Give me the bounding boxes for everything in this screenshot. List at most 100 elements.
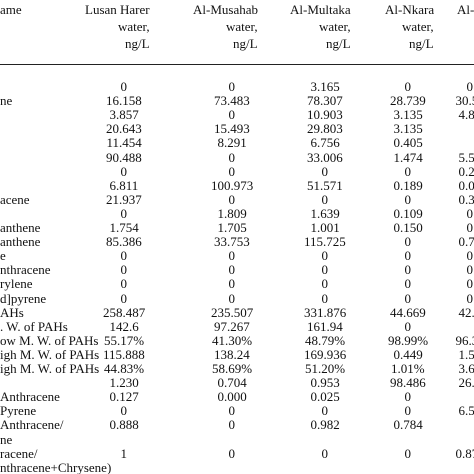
table-cell: 26.7 bbox=[458, 375, 474, 391]
table-cell: 8.291 bbox=[217, 135, 247, 151]
row-label: nthracene+Chrysene) bbox=[0, 459, 112, 474]
table-cell: 0 bbox=[404, 234, 412, 250]
table-cell: 115.888 bbox=[103, 346, 145, 362]
row-label: acene bbox=[0, 191, 30, 207]
column-header: ng/L bbox=[409, 36, 434, 51]
table-cell: 0 bbox=[228, 290, 236, 306]
table-cell: 97.267 bbox=[214, 318, 250, 334]
column-header: ame bbox=[0, 2, 22, 17]
table-cell: 0 bbox=[321, 248, 329, 264]
header-rule bbox=[0, 64, 474, 65]
row-label: ow M. W. of PAHs bbox=[0, 332, 99, 348]
table-cell: 0.33 bbox=[458, 191, 474, 207]
table-cell: 0 bbox=[466, 290, 474, 306]
table-cell: 0 bbox=[120, 262, 128, 278]
table-cell: 55.17% bbox=[104, 332, 145, 348]
table-cell: 0 bbox=[404, 276, 412, 292]
column-header: water, bbox=[226, 19, 258, 34]
table-cell: 48.79% bbox=[305, 332, 346, 348]
table-cell: 33.006 bbox=[307, 149, 343, 165]
row-label: rylene bbox=[0, 276, 33, 292]
table-cell: 0 bbox=[404, 290, 412, 306]
table-cell: 0 bbox=[120, 163, 128, 179]
table-cell: 0 bbox=[321, 403, 329, 419]
table-cell: 1.474 bbox=[393, 149, 423, 165]
table-cell: 1.230 bbox=[109, 375, 139, 391]
table-cell: 3.857 bbox=[109, 107, 139, 123]
table-cell: 3.135 bbox=[393, 107, 423, 123]
table-cell: 0.000 bbox=[217, 389, 247, 405]
column-header: ng/L bbox=[125, 36, 150, 51]
table-cell: 1.809 bbox=[217, 205, 247, 221]
table-cell: 16.158 bbox=[106, 93, 142, 109]
table-cell: 0 bbox=[228, 149, 236, 165]
row-label: racene/ bbox=[0, 445, 38, 461]
row-label: d]pyrene bbox=[0, 290, 47, 306]
table-cell: 42.8 bbox=[458, 304, 474, 320]
table-cell: 51.20% bbox=[305, 361, 346, 376]
table-cell: 30.50 bbox=[455, 93, 474, 109]
table-cell: 20.643 bbox=[106, 121, 142, 137]
table-cell: 1 bbox=[120, 445, 128, 461]
column-header: Lusan Harer bbox=[85, 2, 150, 17]
row-label: Pyrene bbox=[0, 403, 37, 419]
table-cell: 1.705 bbox=[217, 220, 247, 235]
row-label: Anthracene bbox=[0, 389, 60, 405]
table-cell: 0.982 bbox=[310, 417, 340, 433]
column-header: ng/L bbox=[326, 36, 351, 51]
row-label: ne bbox=[0, 431, 13, 447]
column-header: Al-Musahab bbox=[193, 2, 258, 17]
row-label: . W. of PAHs bbox=[0, 318, 68, 334]
column-header: water, bbox=[319, 19, 351, 34]
table-cell: 33.753 bbox=[214, 234, 250, 250]
row-label: nthracene bbox=[0, 262, 51, 278]
table-cell: 0 bbox=[466, 248, 474, 264]
table-cell: 0 bbox=[120, 248, 128, 264]
table-cell: 0 bbox=[321, 276, 329, 292]
table-cell: 0.953 bbox=[310, 375, 340, 391]
table-cell: 115.725 bbox=[304, 234, 346, 250]
column-header: Al-B bbox=[457, 2, 474, 17]
table-cell: 21.937 bbox=[106, 191, 142, 207]
table-cell: 169.936 bbox=[304, 346, 347, 362]
table-cell: 4.86 bbox=[458, 107, 474, 123]
table-cell: 58.69% bbox=[212, 361, 253, 376]
table-cell: 0 bbox=[228, 248, 236, 264]
table-cell: 0 bbox=[404, 445, 412, 461]
table-cell: 1.639 bbox=[310, 205, 340, 221]
table-cell: 0 bbox=[404, 248, 412, 264]
table-cell: 6.756 bbox=[310, 135, 340, 151]
table-cell: 142.6 bbox=[109, 318, 139, 334]
table-cell: 0 bbox=[228, 107, 236, 123]
table-cell: 0 bbox=[228, 191, 236, 207]
table-cell: 0.888 bbox=[109, 417, 139, 433]
table-cell: 5.50 bbox=[458, 149, 474, 165]
table-cell: 0 bbox=[404, 262, 412, 278]
column-header: water, bbox=[402, 19, 434, 34]
table-cell: 235.507 bbox=[211, 304, 254, 320]
table-cell: 0 bbox=[466, 220, 474, 235]
table-cell: 73.483 bbox=[214, 93, 250, 109]
table-cell: 44.669 bbox=[390, 304, 426, 320]
row-label: igh M. W. of PAHs bbox=[0, 346, 100, 362]
table-cell: 3.60 bbox=[458, 361, 474, 376]
table-cell: 0 bbox=[120, 205, 128, 221]
table-cell: 0.449 bbox=[393, 346, 423, 362]
table-cell: 29.803 bbox=[307, 121, 343, 137]
table-cell: 0 bbox=[228, 79, 236, 94]
table-cell: 1.754 bbox=[109, 220, 139, 235]
table-cell: 0 bbox=[228, 262, 236, 278]
row-label: igh M. W. of PAHs bbox=[0, 361, 100, 376]
table-cell: 0 bbox=[321, 163, 329, 179]
table-cell: 0 bbox=[228, 276, 236, 292]
table-cell: 90.488 bbox=[106, 149, 142, 165]
table-cell: 0 bbox=[228, 403, 236, 419]
table-cell: 0 bbox=[120, 79, 128, 94]
table-cell: 0 bbox=[404, 403, 412, 419]
row-label: e bbox=[0, 248, 6, 264]
table-cell: 0 bbox=[404, 191, 412, 207]
table-cell: 138.24 bbox=[214, 346, 250, 362]
table-cell: 0.27 bbox=[458, 163, 474, 179]
table-cell: 0 bbox=[120, 290, 128, 306]
table-cell: 1.01% bbox=[391, 361, 425, 376]
